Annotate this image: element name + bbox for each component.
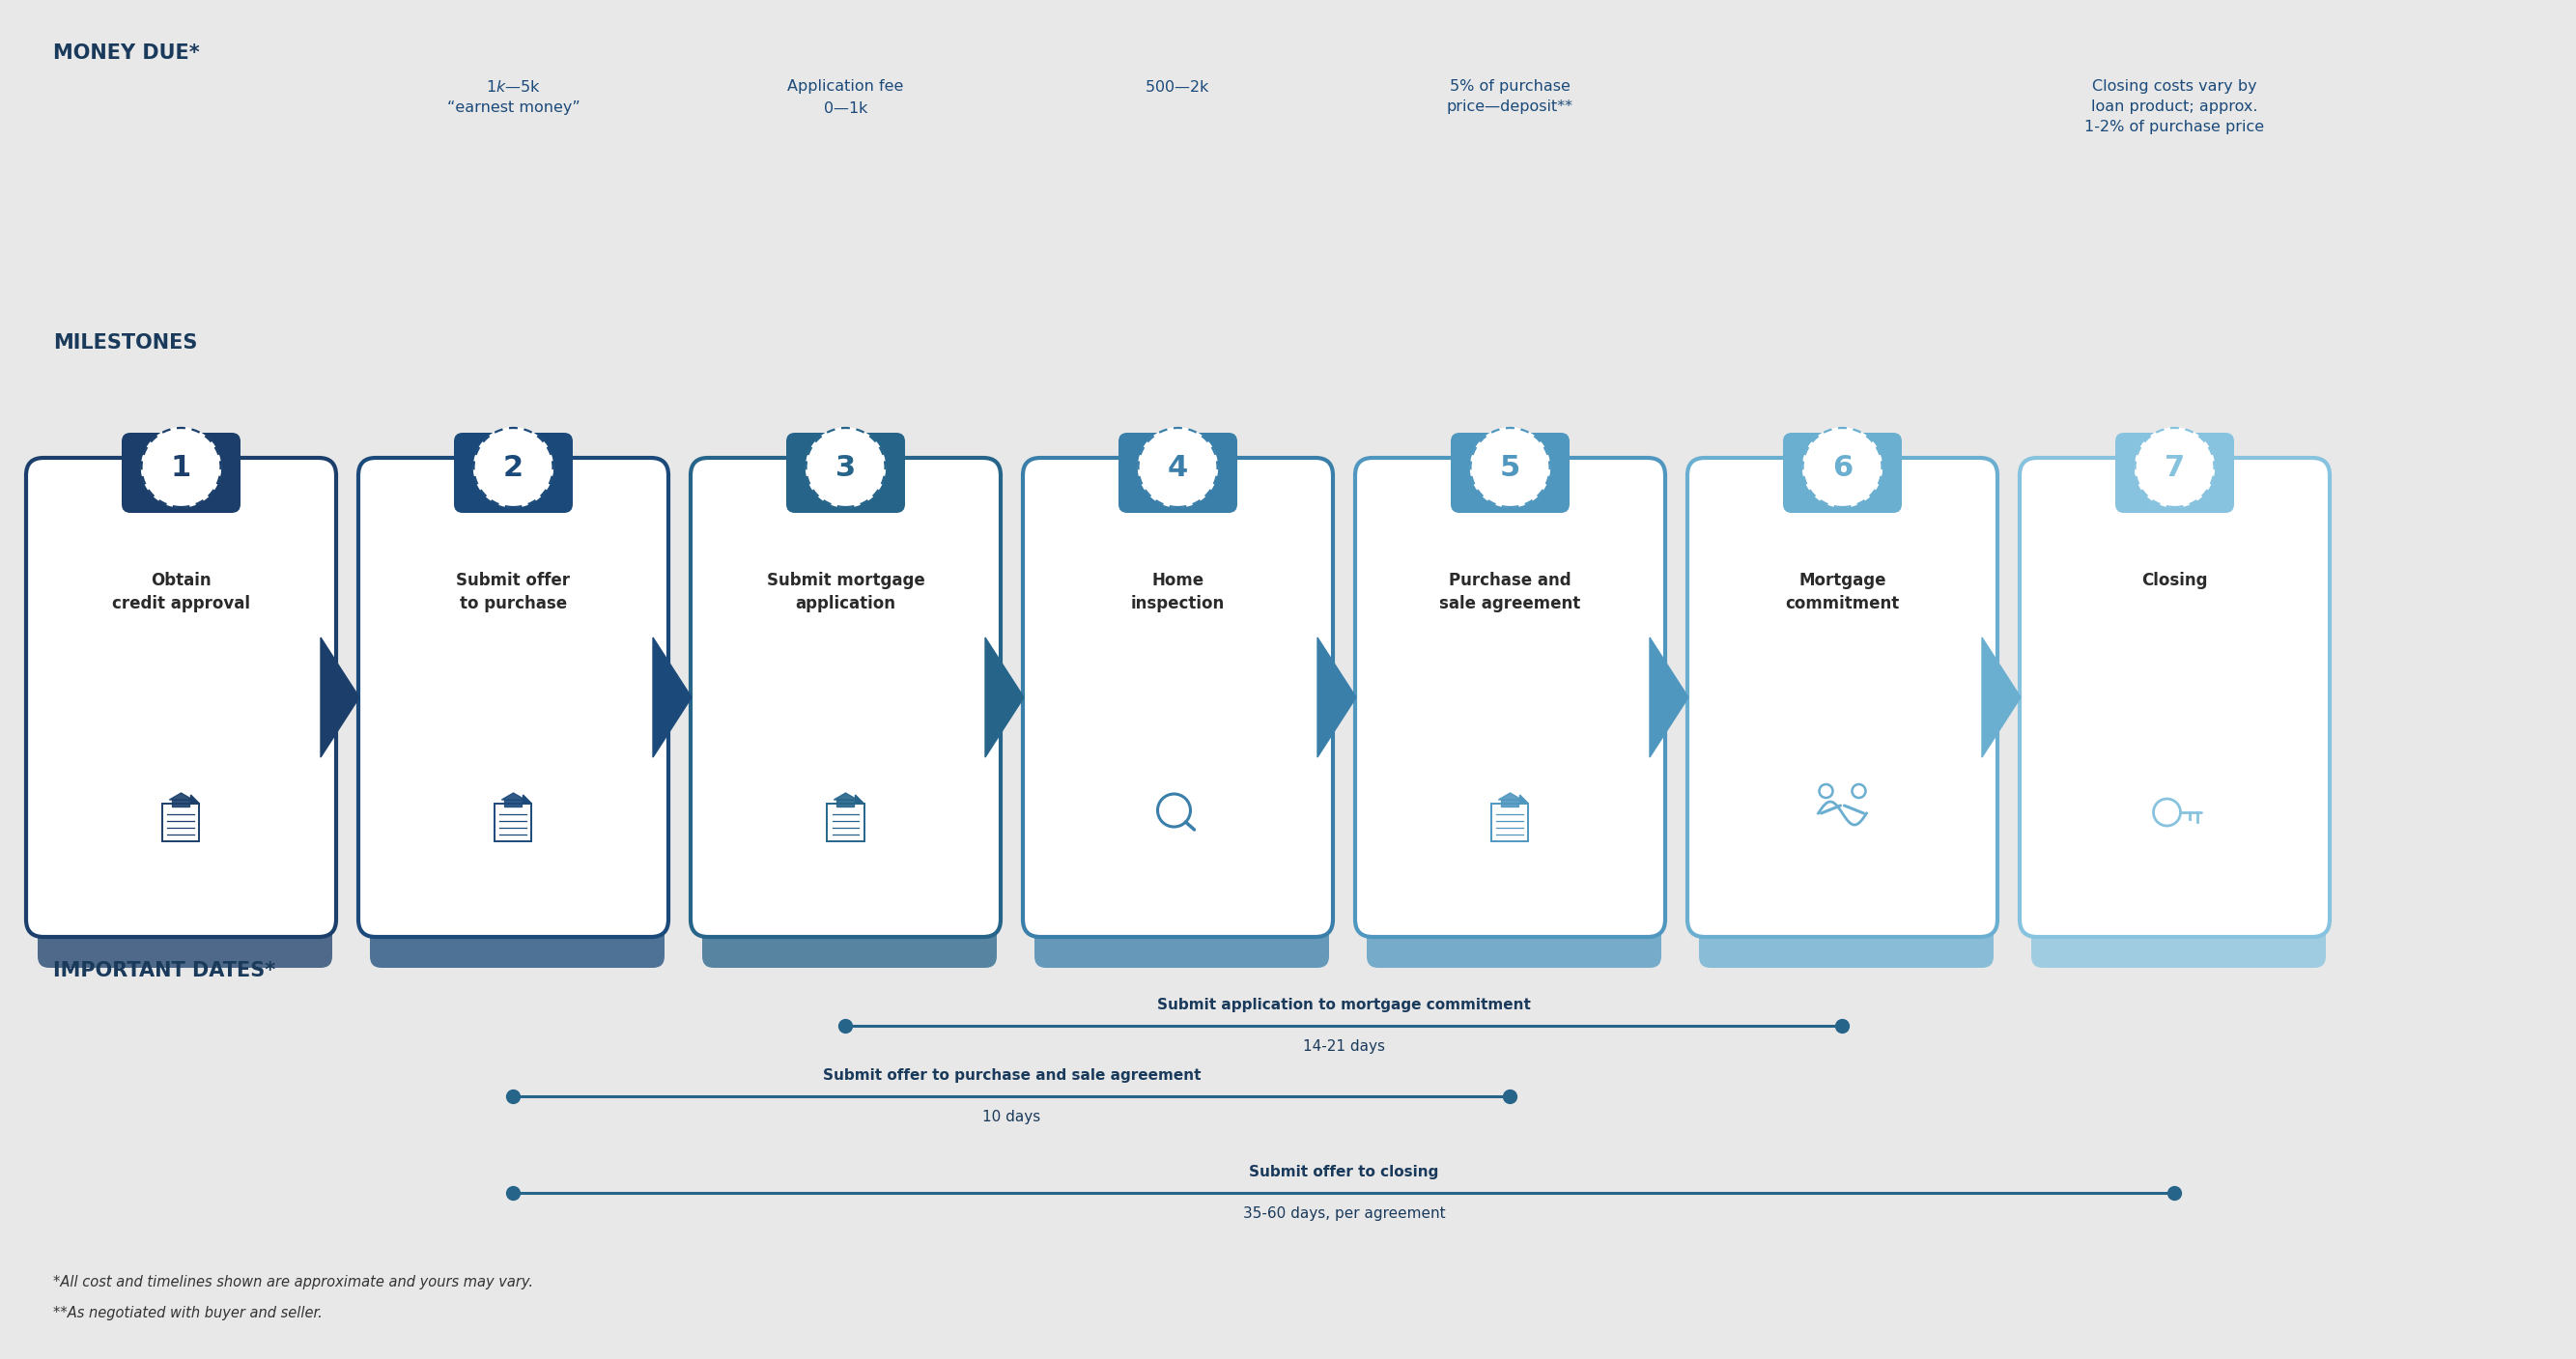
Text: 1: 1 — [170, 454, 191, 481]
Polygon shape — [1502, 799, 1520, 806]
FancyBboxPatch shape — [1355, 458, 1664, 936]
Text: 5% of purchase
price—deposit**: 5% of purchase price—deposit** — [1448, 79, 1574, 114]
Polygon shape — [505, 799, 523, 806]
FancyBboxPatch shape — [827, 803, 863, 841]
FancyBboxPatch shape — [1118, 432, 1236, 512]
FancyBboxPatch shape — [1036, 892, 1329, 968]
FancyBboxPatch shape — [690, 458, 999, 936]
FancyBboxPatch shape — [26, 458, 335, 936]
FancyBboxPatch shape — [371, 892, 665, 968]
Text: Submit offer
to purchase: Submit offer to purchase — [456, 572, 569, 613]
Polygon shape — [1520, 795, 1528, 803]
FancyBboxPatch shape — [2115, 432, 2233, 512]
Circle shape — [474, 428, 554, 507]
FancyBboxPatch shape — [2032, 892, 2326, 968]
Text: 4: 4 — [1167, 454, 1188, 481]
FancyBboxPatch shape — [39, 892, 332, 968]
Text: 3: 3 — [835, 454, 855, 481]
Polygon shape — [170, 794, 193, 799]
FancyBboxPatch shape — [358, 458, 667, 936]
FancyBboxPatch shape — [453, 432, 572, 512]
Text: 2: 2 — [502, 454, 523, 481]
Polygon shape — [855, 795, 863, 803]
FancyBboxPatch shape — [1783, 432, 1901, 512]
Text: 10 days: 10 days — [981, 1110, 1041, 1124]
FancyBboxPatch shape — [121, 432, 240, 512]
Circle shape — [1471, 428, 1551, 507]
Polygon shape — [1316, 637, 1355, 757]
Circle shape — [1139, 428, 1218, 507]
Text: Closing costs vary by
loan product; approx.
1-2% of purchase price: Closing costs vary by loan product; appr… — [2084, 79, 2264, 135]
FancyBboxPatch shape — [1023, 458, 1332, 936]
Text: *All cost and timelines shown are approximate and yours may vary.: *All cost and timelines shown are approx… — [54, 1275, 533, 1290]
Text: Submit application to mortgage commitment: Submit application to mortgage commitmen… — [1157, 998, 1530, 1012]
Polygon shape — [1649, 637, 1687, 757]
FancyBboxPatch shape — [786, 432, 904, 512]
Text: IMPORTANT DATES*: IMPORTANT DATES* — [54, 961, 276, 980]
Text: Closing: Closing — [2141, 572, 2208, 590]
FancyBboxPatch shape — [1687, 458, 1996, 936]
Polygon shape — [984, 637, 1023, 757]
FancyBboxPatch shape — [495, 803, 531, 841]
Circle shape — [2136, 428, 2215, 507]
Text: 5: 5 — [1499, 454, 1520, 481]
Text: Submit mortgage
application: Submit mortgage application — [768, 572, 925, 613]
Text: MONEY DUE*: MONEY DUE* — [54, 43, 201, 63]
FancyBboxPatch shape — [1368, 892, 1662, 968]
Polygon shape — [502, 794, 526, 799]
Polygon shape — [652, 637, 690, 757]
Polygon shape — [837, 799, 855, 806]
FancyBboxPatch shape — [2020, 458, 2329, 936]
Text: 6: 6 — [1832, 454, 1852, 481]
FancyBboxPatch shape — [703, 892, 997, 968]
FancyBboxPatch shape — [1492, 803, 1528, 841]
Text: **As negotiated with buyer and seller.: **As negotiated with buyer and seller. — [54, 1306, 322, 1321]
Text: Obtain
credit approval: Obtain credit approval — [111, 572, 250, 613]
Polygon shape — [191, 795, 198, 803]
Polygon shape — [173, 799, 191, 806]
Polygon shape — [1981, 637, 2020, 757]
FancyBboxPatch shape — [1450, 432, 1569, 512]
Text: Application fee
$0—$1k: Application fee $0—$1k — [788, 79, 904, 116]
Text: Submit offer to closing: Submit offer to closing — [1249, 1165, 1440, 1180]
Text: 7: 7 — [2164, 454, 2184, 481]
FancyBboxPatch shape — [1700, 892, 1994, 968]
Text: MILESTONES: MILESTONES — [54, 333, 198, 352]
Text: Purchase and
sale agreement: Purchase and sale agreement — [1440, 572, 1582, 613]
Circle shape — [142, 428, 222, 507]
Text: $500—$2k: $500—$2k — [1144, 79, 1211, 95]
Text: $1k—$5k
“earnest money”: $1k—$5k “earnest money” — [446, 79, 580, 116]
Polygon shape — [835, 794, 858, 799]
Circle shape — [1803, 428, 1883, 507]
Polygon shape — [319, 637, 358, 757]
Text: Home
inspection: Home inspection — [1131, 572, 1224, 613]
Text: Mortgage
commitment: Mortgage commitment — [1785, 572, 1899, 613]
Text: Submit offer to purchase and sale agreement: Submit offer to purchase and sale agreem… — [822, 1068, 1200, 1083]
Text: 35-60 days, per agreement: 35-60 days, per agreement — [1242, 1207, 1445, 1220]
Text: 14-21 days: 14-21 days — [1303, 1040, 1386, 1053]
Polygon shape — [1499, 794, 1522, 799]
Circle shape — [806, 428, 886, 507]
Polygon shape — [523, 795, 531, 803]
FancyBboxPatch shape — [162, 803, 198, 841]
